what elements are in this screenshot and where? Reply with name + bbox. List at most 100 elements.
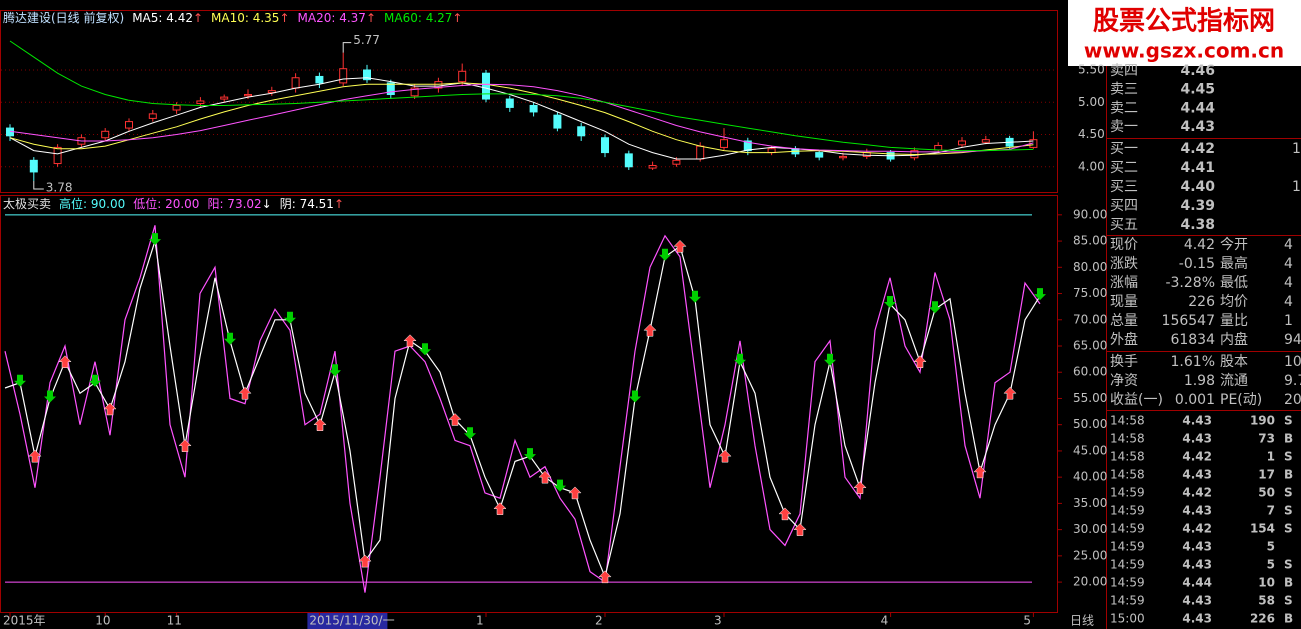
candle-body — [815, 152, 824, 158]
buy-arrow — [358, 554, 372, 568]
tick-volume: 73 — [1258, 432, 1275, 446]
y-tick-label: 35.00 — [1073, 496, 1107, 510]
low-annotation: 3.78 — [46, 180, 73, 194]
level-legend: 高位: 90.00 — [59, 196, 125, 211]
stat-label: 收益(一) — [1110, 392, 1163, 408]
book-label: 买一 — [1110, 141, 1138, 157]
buy-arrow — [403, 334, 417, 348]
y-tick-label: 45.00 — [1073, 443, 1107, 457]
book-label: 卖二 — [1110, 100, 1138, 116]
stat-value: 1.61% — [1171, 354, 1215, 370]
tick-time: 14:59 — [1110, 504, 1145, 518]
sell-arrow — [329, 364, 341, 377]
y-tick-label: 55.00 — [1073, 391, 1107, 405]
sell-arrow — [419, 343, 431, 356]
stat-value: -3.28% — [1165, 275, 1215, 291]
candle-body — [577, 126, 586, 137]
stat-value: 209 — [1284, 392, 1301, 408]
sell-arrow — [734, 353, 746, 366]
candle-body — [458, 70, 467, 83]
tick-side: B — [1284, 468, 1293, 482]
stat-value: 4 — [1284, 275, 1293, 291]
stat-value: 9.7 — [1284, 373, 1301, 389]
buy-arrow — [103, 402, 117, 416]
candle-body — [648, 164, 657, 169]
stat-label: PE(动) — [1220, 392, 1262, 408]
legend-trend: ↑ — [366, 11, 376, 25]
tick-side: B — [1284, 612, 1293, 626]
book-label: 卖一 — [1110, 119, 1138, 135]
series-line — [9, 40, 1034, 152]
tick-price: 4.44 — [1182, 576, 1212, 590]
tick-volume: 5 — [1267, 558, 1275, 572]
candle-body — [363, 69, 371, 81]
book-label: 卖四 — [1110, 63, 1138, 79]
legend-trend: ↓ — [262, 197, 272, 211]
candle-body — [244, 94, 252, 97]
buy-arrow — [58, 355, 72, 368]
stat-value: 61834 — [1170, 332, 1215, 348]
candle-body — [148, 113, 157, 119]
legend-trend: ↑ — [279, 11, 289, 25]
watermark-box — [1068, 0, 1301, 66]
tick-price: 4.43 — [1182, 594, 1212, 608]
tick-time: 14:58 — [1110, 468, 1145, 482]
period-label[interactable]: 日线 — [1070, 614, 1094, 628]
candle-body — [315, 75, 324, 84]
stat-value: 1 — [1284, 313, 1293, 329]
book-price: 4.38 — [1180, 217, 1215, 233]
book-price: 4.41 — [1180, 160, 1215, 176]
tick-time: 14:59 — [1110, 576, 1145, 590]
book-label: 买二 — [1110, 160, 1138, 176]
watermark-title: 股票公式指标网 — [1093, 7, 1275, 37]
price-frame — [0, 10, 1058, 193]
candle-body — [529, 104, 538, 113]
book-label: 买五 — [1110, 217, 1138, 233]
buy-arrow — [673, 239, 687, 253]
x-tick-label: 2015年 — [3, 614, 46, 628]
stat-value: 10. — [1284, 354, 1301, 370]
candle-body — [553, 114, 562, 129]
tick-price: 4.43 — [1182, 414, 1212, 428]
candle-body — [720, 139, 728, 148]
chart-title: 腾达建设(日线 前复权) — [3, 10, 124, 25]
tick-price: 4.43 — [1182, 432, 1212, 446]
x-tick-label: 11 — [167, 614, 182, 628]
buy-arrow — [598, 570, 612, 584]
stat-label: 现价 — [1110, 237, 1138, 253]
sell-arrow — [149, 233, 161, 246]
tick-time: 14:59 — [1110, 558, 1145, 572]
candle-body — [291, 77, 300, 89]
candle-body — [196, 100, 205, 105]
x-tick-label: 2015/11/30/一 — [309, 614, 394, 628]
legend-trend: ↑ — [452, 11, 462, 25]
stat-label: 今开 — [1220, 237, 1248, 253]
stat-label: 换手 — [1110, 353, 1138, 370]
stat-value: 94 — [1284, 332, 1301, 348]
stat-value: -0.15 — [1179, 256, 1215, 272]
tick-volume: 1 — [1267, 450, 1275, 464]
series-line — [9, 82, 1034, 156]
buy-arrow — [313, 418, 327, 431]
y-tick-label: 85.00 — [1073, 234, 1107, 248]
book-label: 买四 — [1110, 198, 1138, 214]
tick-time: 14:59 — [1110, 522, 1145, 536]
y-tick-label: 60.00 — [1073, 365, 1107, 379]
high-annotation: 5.77 — [353, 33, 380, 47]
stat-value: 4 — [1284, 256, 1293, 272]
book-price: 4.46 — [1180, 63, 1215, 79]
legend-entry: MA5: 4.42 — [132, 11, 193, 25]
stat-label: 流通 — [1220, 373, 1248, 389]
candle-body — [386, 82, 395, 96]
sell-arrow — [1034, 288, 1046, 301]
tick-volume: 10 — [1258, 576, 1275, 590]
sell-arrow — [224, 332, 236, 345]
legend-entry: MA60: 4.27 — [384, 11, 452, 25]
candle-body — [220, 96, 229, 100]
y-tick-label: 30.00 — [1073, 522, 1107, 536]
legend-entry: 阴: 74.51 — [280, 197, 334, 211]
candle-body — [934, 144, 943, 151]
stat-label: 外盘 — [1110, 331, 1138, 348]
